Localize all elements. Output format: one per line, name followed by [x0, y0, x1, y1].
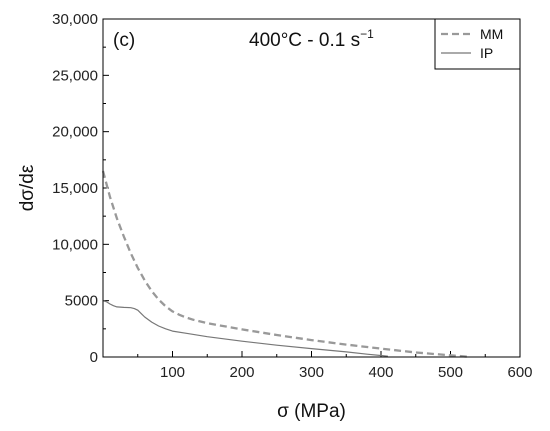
- y-tick-label: 10,000: [52, 236, 98, 253]
- series-lines: [101, 170, 468, 358]
- legend-box: [434, 18, 521, 70]
- y-tick-label: 5000: [65, 293, 98, 310]
- plot-frame: [102, 18, 521, 358]
- y-axis-label: dσ/dε: [17, 164, 38, 211]
- y-tick-label: 30,000: [52, 11, 98, 28]
- series-line-ip: [102, 300, 388, 357]
- legend-label-ip: IP: [480, 45, 493, 61]
- series-line-mm: [101, 170, 468, 358]
- condition-annotation: 400°C - 0.1 s−1: [249, 27, 374, 51]
- y-tick-label: 0: [90, 349, 98, 366]
- legend: MM IP: [434, 18, 521, 70]
- x-tick-label: 600: [507, 364, 532, 381]
- x-axis-label: σ (MPa): [277, 401, 346, 422]
- x-tick-labels: 100 200 300 400 500 600: [160, 364, 533, 381]
- legend-label-mm: MM: [480, 26, 503, 42]
- x-tick-label: 300: [299, 364, 324, 381]
- x-tick-label: 500: [438, 364, 463, 381]
- y-tick-label: 15,000: [52, 180, 98, 197]
- x-tick-label: 400: [368, 364, 393, 381]
- x-tick-label: 200: [229, 364, 254, 381]
- y-tick-labels: 0 5000 10,000 15,000 20,000 25,000 30,000: [52, 11, 98, 366]
- panel-label: (c): [113, 30, 135, 51]
- y-tick-label: 25,000: [52, 67, 98, 84]
- tick-marks: [103, 18, 521, 358]
- annotation-superscript: −1: [360, 27, 374, 41]
- annotation-main: 400°C - 0.1 s: [249, 30, 360, 51]
- y-tick-label: 20,000: [52, 124, 98, 141]
- x-tick-label: 100: [160, 364, 185, 381]
